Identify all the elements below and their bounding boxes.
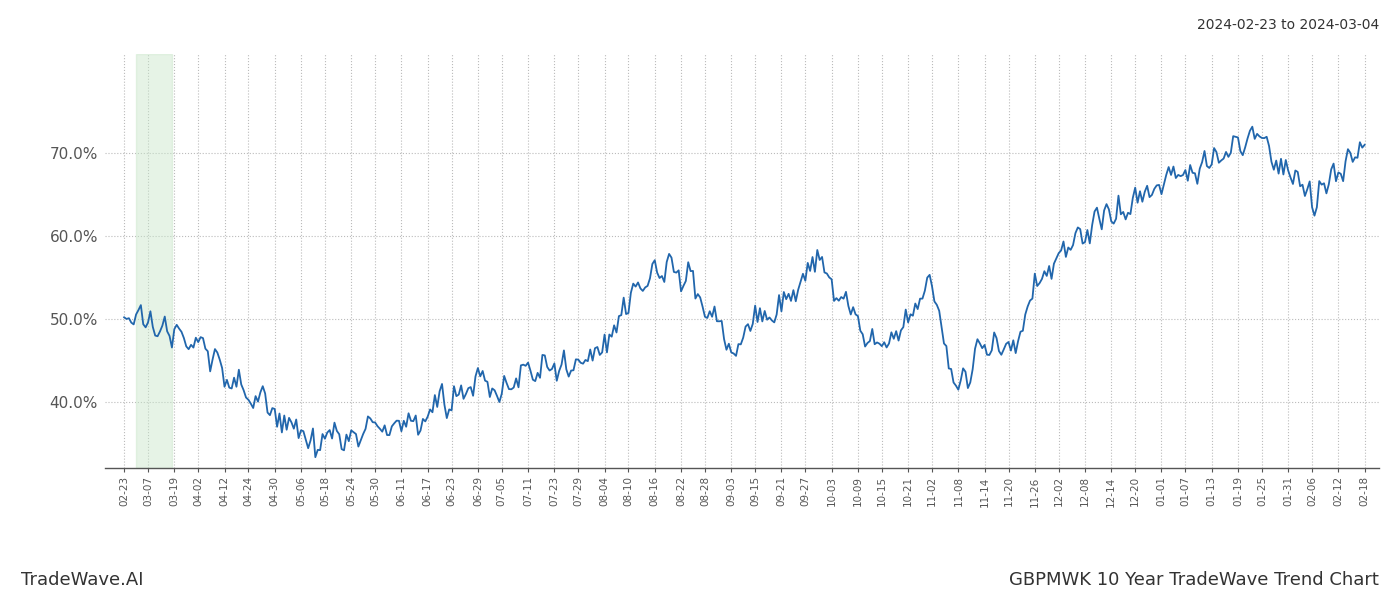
Text: GBPMWK 10 Year TradeWave Trend Chart: GBPMWK 10 Year TradeWave Trend Chart (1009, 571, 1379, 589)
Text: TradeWave.AI: TradeWave.AI (21, 571, 143, 589)
Bar (136, 54, 172, 468)
Text: 2024-02-23 to 2024-03-04: 2024-02-23 to 2024-03-04 (1197, 18, 1379, 32)
